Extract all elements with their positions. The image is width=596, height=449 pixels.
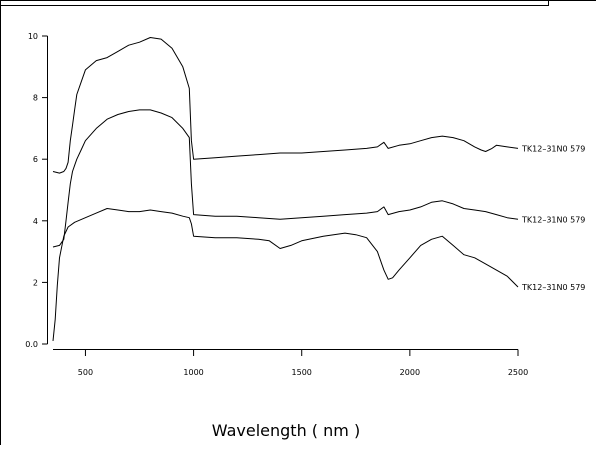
x-tick-label: 2000 bbox=[400, 368, 420, 377]
x-tick-label: 1500 bbox=[292, 368, 312, 377]
y-tick-label: 2 bbox=[33, 278, 38, 287]
spectrum-line-1 bbox=[52, 37, 519, 174]
x-tick-label: 500 bbox=[78, 368, 93, 377]
x-axis-ticks: 500 1000 1500 2000 2500 bbox=[78, 349, 528, 377]
x-tick-label: 2500 bbox=[508, 368, 528, 377]
y-tick-label: 4 bbox=[33, 217, 38, 226]
y-tick-label: 6 bbox=[33, 155, 38, 164]
series-label-2: TK12–31N0 579 bbox=[521, 215, 585, 224]
x-tick-label: 1000 bbox=[183, 368, 203, 377]
spectrum-line-2 bbox=[52, 109, 519, 248]
y-tick-label: 8 bbox=[33, 94, 38, 103]
y-tick-label: 10 bbox=[28, 32, 38, 41]
series-labels: TK12–31N0 579 TK12–31N0 579 TK12–31N0 579 bbox=[521, 144, 585, 292]
series-lines bbox=[52, 37, 519, 341]
y-tick-label: 0.0 bbox=[25, 340, 38, 349]
series-label-1: TK12–31N0 579 bbox=[521, 144, 585, 153]
series-label-3: TK12–31N0 579 bbox=[521, 283, 585, 292]
y-axis-ticks: 0.0 2 4 6 8 10 bbox=[25, 32, 48, 349]
x-axis-title: Wavelength ( nm ) bbox=[212, 421, 360, 440]
spectrum-line-3 bbox=[52, 208, 519, 341]
